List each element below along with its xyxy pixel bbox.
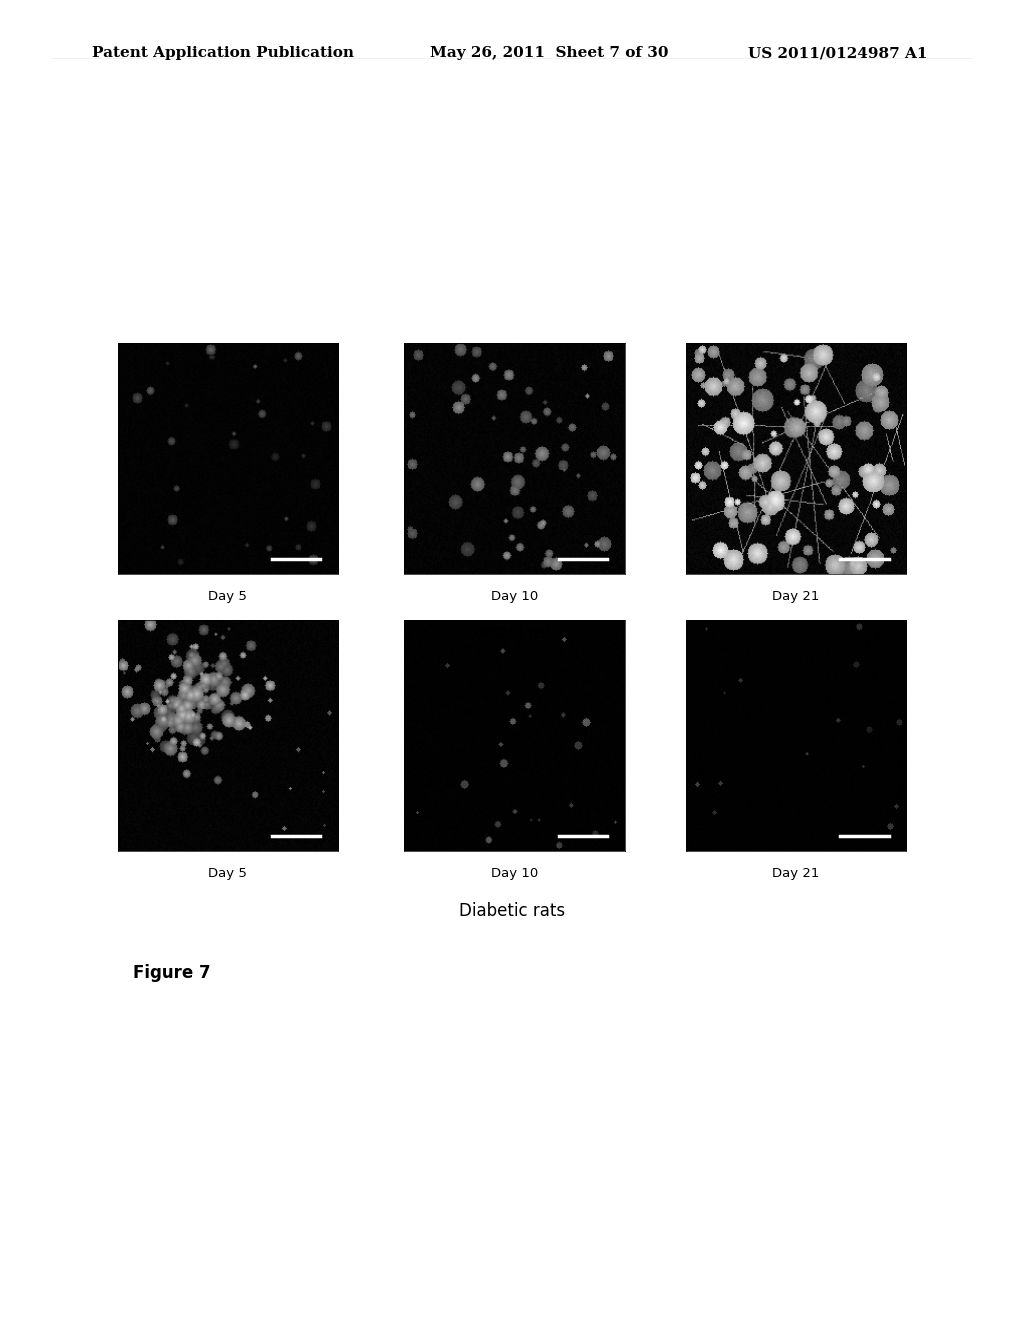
- Text: Day 5: Day 5: [209, 867, 247, 880]
- Text: May 26, 2011  Sheet 7 of 30: May 26, 2011 Sheet 7 of 30: [430, 46, 669, 61]
- Text: Day 10: Day 10: [490, 867, 539, 880]
- Text: Diabetic rats: Diabetic rats: [459, 902, 565, 920]
- Text: Day 21: Day 21: [772, 590, 820, 603]
- Text: US 2011/0124987 A1: US 2011/0124987 A1: [748, 46, 927, 61]
- Text: Day 21: Day 21: [772, 867, 820, 880]
- Text: Control rats: Control rats: [463, 624, 561, 643]
- Text: Day 5: Day 5: [209, 590, 247, 603]
- Text: Day 10: Day 10: [490, 590, 539, 603]
- Text: Figure 7: Figure 7: [133, 964, 211, 982]
- Text: Patent Application Publication: Patent Application Publication: [92, 46, 354, 61]
